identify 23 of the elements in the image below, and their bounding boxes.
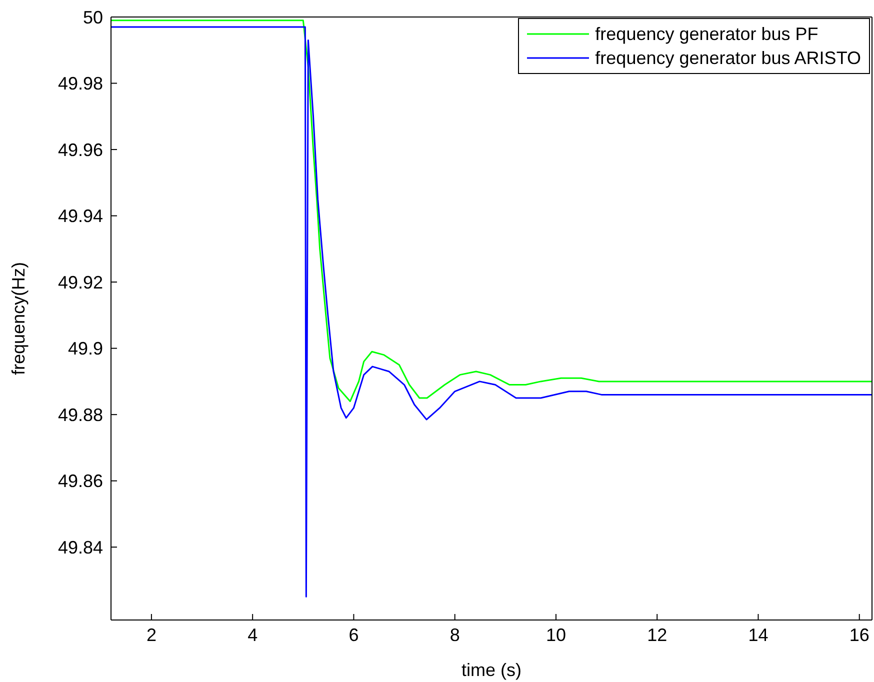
y-tick-label: 49.9 (68, 338, 103, 359)
y-tick-label: 49.92 (58, 272, 103, 292)
legend-label: frequency generator bus PF (595, 23, 818, 46)
x-tick-label: 10 (546, 624, 566, 645)
y-axis-title: frequency(Hz) (8, 262, 28, 376)
x-tick-label: 4 (248, 624, 258, 645)
x-tick-label: 2 (146, 624, 156, 645)
y-tick-label: 49.88 (58, 404, 103, 425)
y-tick-label: 49.86 (58, 471, 103, 492)
y-tick-label: 49.84 (58, 538, 103, 558)
line-series (111, 20, 872, 402)
y-tick-label: 49.94 (58, 206, 103, 226)
x-tick-label: 6 (348, 624, 359, 645)
y-tick-label: 49.96 (58, 140, 103, 160)
x-tick-label: 12 (647, 624, 668, 645)
y-tick-label: 49.98 (58, 74, 103, 94)
x-tick-label: 16 (849, 624, 870, 645)
legend-label: frequency generator bus ARISTO (595, 47, 861, 70)
line-series (111, 26, 872, 598)
x-axis-title: time (s) (462, 660, 522, 680)
x-tick-label: 14 (748, 624, 768, 645)
x-tick-label: 8 (450, 624, 460, 645)
y-tick-label: 50 (82, 7, 103, 28)
